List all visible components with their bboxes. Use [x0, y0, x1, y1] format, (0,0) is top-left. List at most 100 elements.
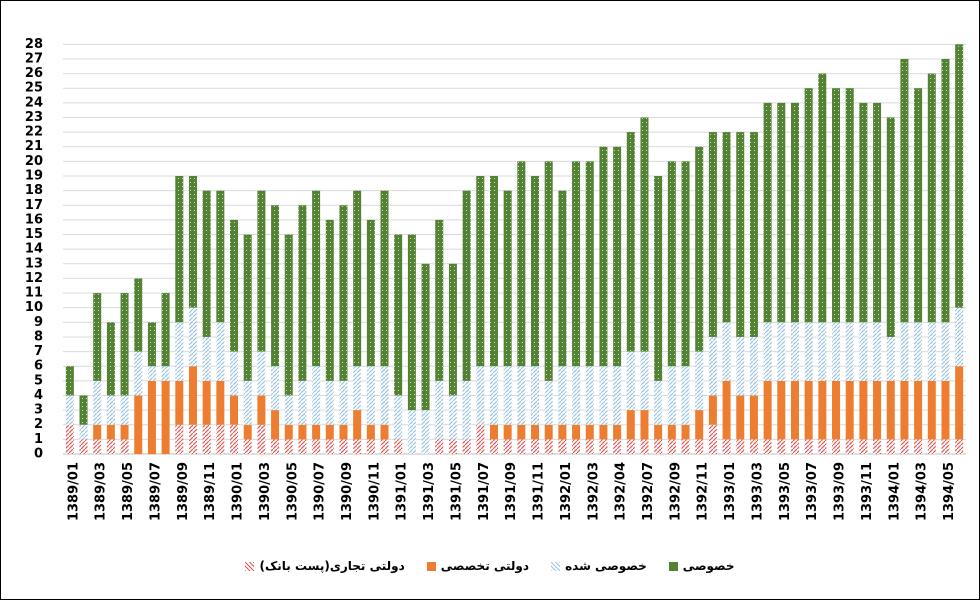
bar-segment — [585, 161, 594, 367]
bar-segment — [599, 146, 608, 367]
y-tick-label: 18 — [25, 183, 43, 198]
bar-segment — [216, 190, 225, 323]
legend-label: خصوصی — [682, 559, 735, 573]
x-tick-label: 1391/09 — [504, 462, 519, 521]
legend-swatch — [426, 561, 436, 571]
bar-segment — [873, 102, 882, 323]
bar-segment — [257, 190, 266, 352]
x-tick-label: 1392/11 — [696, 462, 711, 521]
bar-segment — [147, 366, 156, 381]
x-tick-label: 1390/07 — [313, 462, 328, 521]
bar-segment — [749, 336, 758, 396]
bar-segment — [845, 322, 854, 381]
bar-segment — [284, 395, 293, 425]
bar-segment — [503, 190, 512, 367]
bar-segment — [681, 439, 690, 454]
bar-segment — [763, 439, 772, 454]
bar-segment — [722, 132, 731, 323]
bar-segment — [394, 395, 403, 440]
bar-segment — [394, 439, 403, 454]
y-tick-label: 23 — [25, 110, 43, 125]
bar-segment — [613, 439, 622, 454]
bar-segment — [736, 395, 745, 440]
bar-segment — [147, 380, 156, 454]
bar-segment — [284, 234, 293, 396]
x-tick-label: 1392/04 — [614, 462, 629, 521]
x-tick-label: 1392/07 — [641, 462, 656, 521]
bar-segment — [65, 366, 74, 396]
bar-segment — [435, 439, 444, 454]
bar-segment — [531, 176, 540, 367]
bar-segment — [339, 380, 348, 425]
bar-segment — [886, 336, 895, 381]
bar-segment — [640, 439, 649, 454]
x-tick-label: 1389/07 — [148, 462, 163, 521]
x-tick-label: 1391/07 — [477, 462, 492, 521]
bar-segment — [941, 439, 950, 454]
bar-segment — [777, 439, 786, 454]
bar-segment — [613, 146, 622, 367]
bar-segment — [175, 380, 184, 425]
bar-segment — [941, 58, 950, 323]
bar-segment — [325, 219, 334, 381]
bar-segment — [435, 380, 444, 440]
bar-segment — [708, 424, 717, 454]
bar-segment — [243, 234, 252, 381]
bar-segment — [325, 380, 334, 425]
bar-segment — [366, 424, 375, 440]
y-tick-label: 21 — [25, 139, 43, 154]
bar-segment — [312, 366, 321, 425]
bar-segment — [599, 366, 608, 425]
bar-segment — [366, 366, 375, 425]
bar-segment — [654, 176, 663, 381]
bar-segment — [599, 439, 608, 454]
bar-segment — [544, 380, 553, 425]
bar-segment — [708, 395, 717, 425]
bar-segment — [106, 439, 115, 454]
bar-segment — [955, 439, 964, 454]
bar-segment — [832, 380, 841, 440]
bar-segment — [640, 117, 649, 352]
bar-segment — [476, 366, 485, 425]
bar-segment — [188, 176, 197, 308]
bar-segment — [845, 439, 854, 454]
bar-segment — [380, 190, 389, 367]
bar-segment — [230, 219, 239, 352]
bar-segment — [654, 439, 663, 454]
bar-segment — [585, 439, 594, 454]
bar-segment — [175, 424, 184, 454]
bar-segment — [777, 322, 786, 381]
x-tick-label: 1393/05 — [778, 462, 793, 521]
bar-segment — [818, 322, 827, 381]
legend-label: دولتی تجاری(پست بانک) — [259, 559, 405, 573]
bar-segment — [640, 410, 649, 440]
y-tick-label: 17 — [25, 198, 43, 213]
bar-segment — [722, 380, 731, 440]
bar-segment — [763, 322, 772, 381]
bar-segment — [257, 351, 266, 396]
bar-segment — [531, 366, 540, 425]
bar-segment — [544, 424, 553, 440]
x-tick-label: 1393/01 — [723, 462, 738, 521]
bar-segment — [873, 439, 882, 454]
chart: 0123456789101112131415161718192021222324… — [25, 37, 966, 521]
bar-segment — [667, 439, 676, 454]
y-tick-label: 7 — [34, 344, 43, 359]
bar-segment — [271, 410, 280, 440]
legend-label: خصوصی شده — [565, 559, 647, 573]
bar-segment — [749, 395, 758, 440]
bar-segment — [134, 395, 143, 454]
x-tick-label: 1389/11 — [203, 462, 218, 521]
bar-segment — [476, 176, 485, 367]
bar-segment — [804, 439, 813, 454]
bar-segment — [667, 366, 676, 425]
bar-segment — [626, 439, 635, 454]
y-tick-label: 1 — [34, 432, 43, 447]
bar-segment — [790, 322, 799, 381]
bar-segment — [230, 424, 239, 454]
legend-label: دولتی تخصصی — [440, 559, 530, 573]
bar-segment — [435, 219, 444, 381]
bar-segment — [927, 73, 936, 323]
bar-segment — [558, 366, 567, 425]
